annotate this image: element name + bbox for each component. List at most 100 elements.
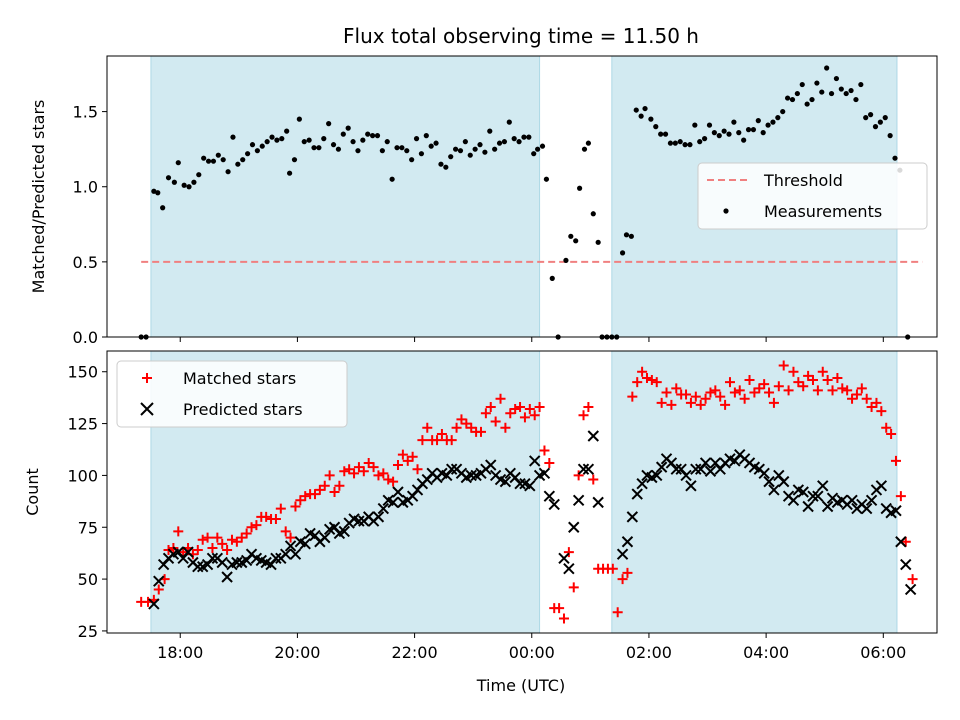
data-point bbox=[595, 239, 601, 245]
data-point bbox=[251, 520, 262, 531]
data-point bbox=[846, 494, 858, 507]
data-point bbox=[763, 475, 775, 488]
data-point bbox=[289, 548, 302, 560]
axes-frame bbox=[106, 350, 938, 634]
data-point bbox=[482, 149, 488, 155]
data-point bbox=[538, 467, 551, 480]
data-point bbox=[206, 552, 219, 565]
data-point bbox=[261, 511, 272, 522]
data-point bbox=[881, 422, 892, 433]
data-point bbox=[291, 157, 298, 163]
data-point bbox=[201, 155, 207, 161]
data-point bbox=[345, 125, 351, 131]
data-point bbox=[480, 408, 491, 419]
series-predicted-stars bbox=[148, 430, 917, 610]
data-point bbox=[511, 136, 517, 142]
data-point bbox=[865, 494, 878, 507]
data-point bbox=[388, 476, 399, 487]
data-point bbox=[697, 139, 703, 145]
data-point bbox=[225, 169, 231, 175]
data-point bbox=[485, 459, 497, 471]
data-point bbox=[612, 607, 623, 618]
data-point bbox=[539, 445, 550, 456]
data-point bbox=[275, 503, 286, 514]
data-point bbox=[554, 603, 565, 614]
data-point bbox=[623, 232, 630, 238]
data-point bbox=[519, 412, 530, 423]
data-point bbox=[197, 534, 208, 545]
data-point bbox=[443, 164, 449, 170]
data-point bbox=[210, 158, 217, 164]
data-point bbox=[467, 152, 473, 158]
data-point bbox=[372, 511, 385, 523]
data-point bbox=[457, 148, 464, 154]
data-point bbox=[254, 148, 260, 154]
data-point bbox=[585, 140, 592, 146]
data-point bbox=[495, 393, 506, 404]
data-point bbox=[700, 393, 711, 404]
data-point bbox=[245, 151, 251, 157]
data-point bbox=[330, 142, 337, 148]
data-point bbox=[514, 477, 526, 490]
data-point bbox=[338, 525, 350, 538]
data-point bbox=[412, 464, 423, 475]
data-point bbox=[788, 366, 799, 377]
data-point bbox=[817, 366, 828, 377]
data-point bbox=[907, 574, 918, 585]
data-point bbox=[842, 385, 853, 396]
x-tick-label: 20:00 bbox=[274, 643, 320, 662]
data-point bbox=[670, 463, 682, 475]
data-point bbox=[787, 494, 800, 507]
data-point bbox=[506, 119, 512, 125]
data-point bbox=[783, 385, 794, 396]
data-point bbox=[510, 404, 521, 415]
data-point bbox=[607, 563, 618, 574]
data-point bbox=[828, 90, 835, 97]
data-point bbox=[568, 582, 579, 593]
data-point bbox=[822, 375, 833, 386]
data-point bbox=[695, 399, 706, 410]
data-point bbox=[582, 463, 595, 475]
data-point bbox=[715, 391, 726, 402]
data-point bbox=[706, 122, 713, 128]
data-point bbox=[681, 389, 692, 400]
data-point bbox=[296, 116, 302, 122]
data-point bbox=[148, 598, 160, 610]
data-point bbox=[472, 146, 478, 152]
data-point bbox=[775, 115, 781, 121]
legend-box bbox=[697, 162, 928, 230]
data-point bbox=[358, 466, 369, 477]
data-point bbox=[335, 146, 342, 152]
data-point bbox=[759, 379, 770, 390]
data-point bbox=[433, 140, 439, 146]
data-point bbox=[638, 113, 644, 119]
data-point bbox=[216, 556, 228, 569]
data-point bbox=[246, 522, 257, 533]
data-point bbox=[773, 381, 784, 392]
data-point bbox=[436, 428, 447, 439]
data-point bbox=[279, 136, 285, 142]
data-point bbox=[777, 475, 790, 488]
data-point bbox=[819, 89, 825, 95]
data-point bbox=[377, 502, 390, 515]
data-point bbox=[778, 360, 789, 371]
data-point bbox=[217, 538, 228, 549]
data-point bbox=[417, 435, 428, 446]
data-point bbox=[321, 136, 327, 142]
data-point bbox=[529, 410, 540, 421]
data-point bbox=[340, 131, 346, 137]
data-point bbox=[736, 130, 742, 136]
data-point bbox=[661, 387, 672, 398]
data-point bbox=[490, 416, 501, 427]
data-point bbox=[394, 145, 400, 151]
data-point bbox=[407, 451, 418, 462]
data-point bbox=[671, 383, 682, 394]
y-tick-label: 50 bbox=[78, 570, 98, 589]
y-tick-label: 0.0 bbox=[73, 328, 98, 347]
data-point bbox=[499, 475, 512, 488]
axes-frame bbox=[106, 55, 938, 338]
data-point bbox=[755, 118, 761, 124]
data-point bbox=[863, 115, 869, 121]
data-point bbox=[626, 511, 639, 523]
data-point bbox=[445, 463, 458, 475]
